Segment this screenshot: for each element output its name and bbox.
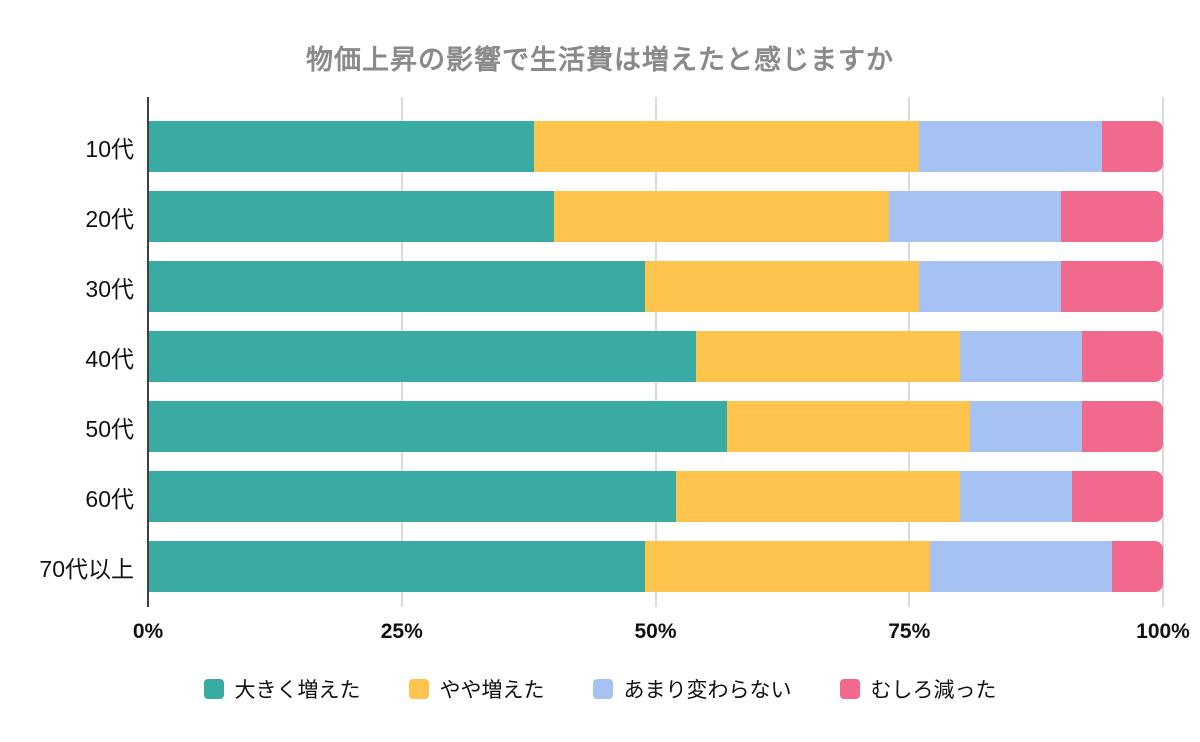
bar-segment (959, 331, 1082, 382)
y-axis-label: 70代以上 (39, 555, 134, 582)
bar-segment (919, 261, 1062, 312)
bar-segment (929, 541, 1113, 592)
legend-swatch (592, 679, 613, 699)
y-axis-label: 30代 (85, 275, 134, 302)
y-axis-label: 20代 (85, 205, 134, 232)
bar-segment (645, 541, 930, 592)
legend-swatch (839, 679, 860, 699)
y-axis-label: 50代 (85, 415, 134, 442)
bar-segment (1071, 471, 1163, 522)
legend-item: 大きく増えた (203, 674, 361, 704)
bar-segment (1061, 261, 1163, 312)
legend-label: 大きく増えた (234, 679, 361, 702)
x-axis-label: 50% (634, 620, 677, 643)
bar-segment (148, 541, 646, 592)
x-axis-label: 75% (888, 620, 931, 643)
legend-swatch (203, 679, 224, 699)
legend-label: やや増えた (439, 679, 545, 702)
legend: 大きく増えた やや増えた あまり変わらない むしろ減った (0, 674, 1200, 704)
y-axis-label: 40代 (85, 345, 134, 372)
gridline (1162, 97, 1164, 607)
bar-segment (645, 261, 920, 312)
bar-segment (919, 121, 1103, 172)
bar-segment (1102, 121, 1163, 172)
legend-label: むしろ減った (870, 679, 997, 702)
bar-segment (1061, 191, 1163, 242)
legend-label: あまり変わらない (623, 679, 792, 702)
x-axis-label: 25% (380, 620, 423, 643)
legend-item: やや増えた (408, 674, 545, 704)
bar-segment (1112, 541, 1163, 592)
bar-row (148, 191, 1163, 242)
y-axis-line (147, 97, 149, 607)
bar-segment (148, 261, 646, 312)
bar-row (148, 121, 1163, 172)
bar-row (148, 401, 1163, 452)
bar-segment (959, 471, 1072, 522)
y-axis-label: 10代 (85, 135, 134, 162)
bar-segment (696, 331, 960, 382)
bar-segment (533, 121, 920, 172)
bar-segment (888, 191, 1062, 242)
y-axis-label: 60代 (85, 485, 134, 512)
x-axis-label: 0% (132, 620, 164, 643)
bar-segment (554, 191, 889, 242)
chart-title: 物価上昇の影響で生活費は増えたと感じますか (306, 45, 894, 75)
bar-row (148, 541, 1163, 592)
legend-item: むしろ減った (839, 674, 997, 704)
bar-segment (148, 471, 676, 522)
bar-row (148, 471, 1163, 522)
plot-area (147, 97, 1164, 607)
bar-segment (148, 121, 534, 172)
bar-segment (148, 401, 727, 452)
bar-segment (675, 471, 960, 522)
legend-item: あまり変わらない (592, 674, 792, 704)
legend-swatch (408, 679, 429, 699)
bar-segment (1081, 331, 1163, 382)
bar-segment (148, 331, 697, 382)
bar-segment (148, 191, 554, 242)
bar-row (148, 261, 1163, 312)
x-axis-label: 100% (1136, 620, 1190, 643)
bar-segment (726, 401, 971, 452)
bar-segment (1081, 401, 1163, 452)
bar-segment (970, 401, 1082, 452)
bar-row (148, 331, 1163, 382)
